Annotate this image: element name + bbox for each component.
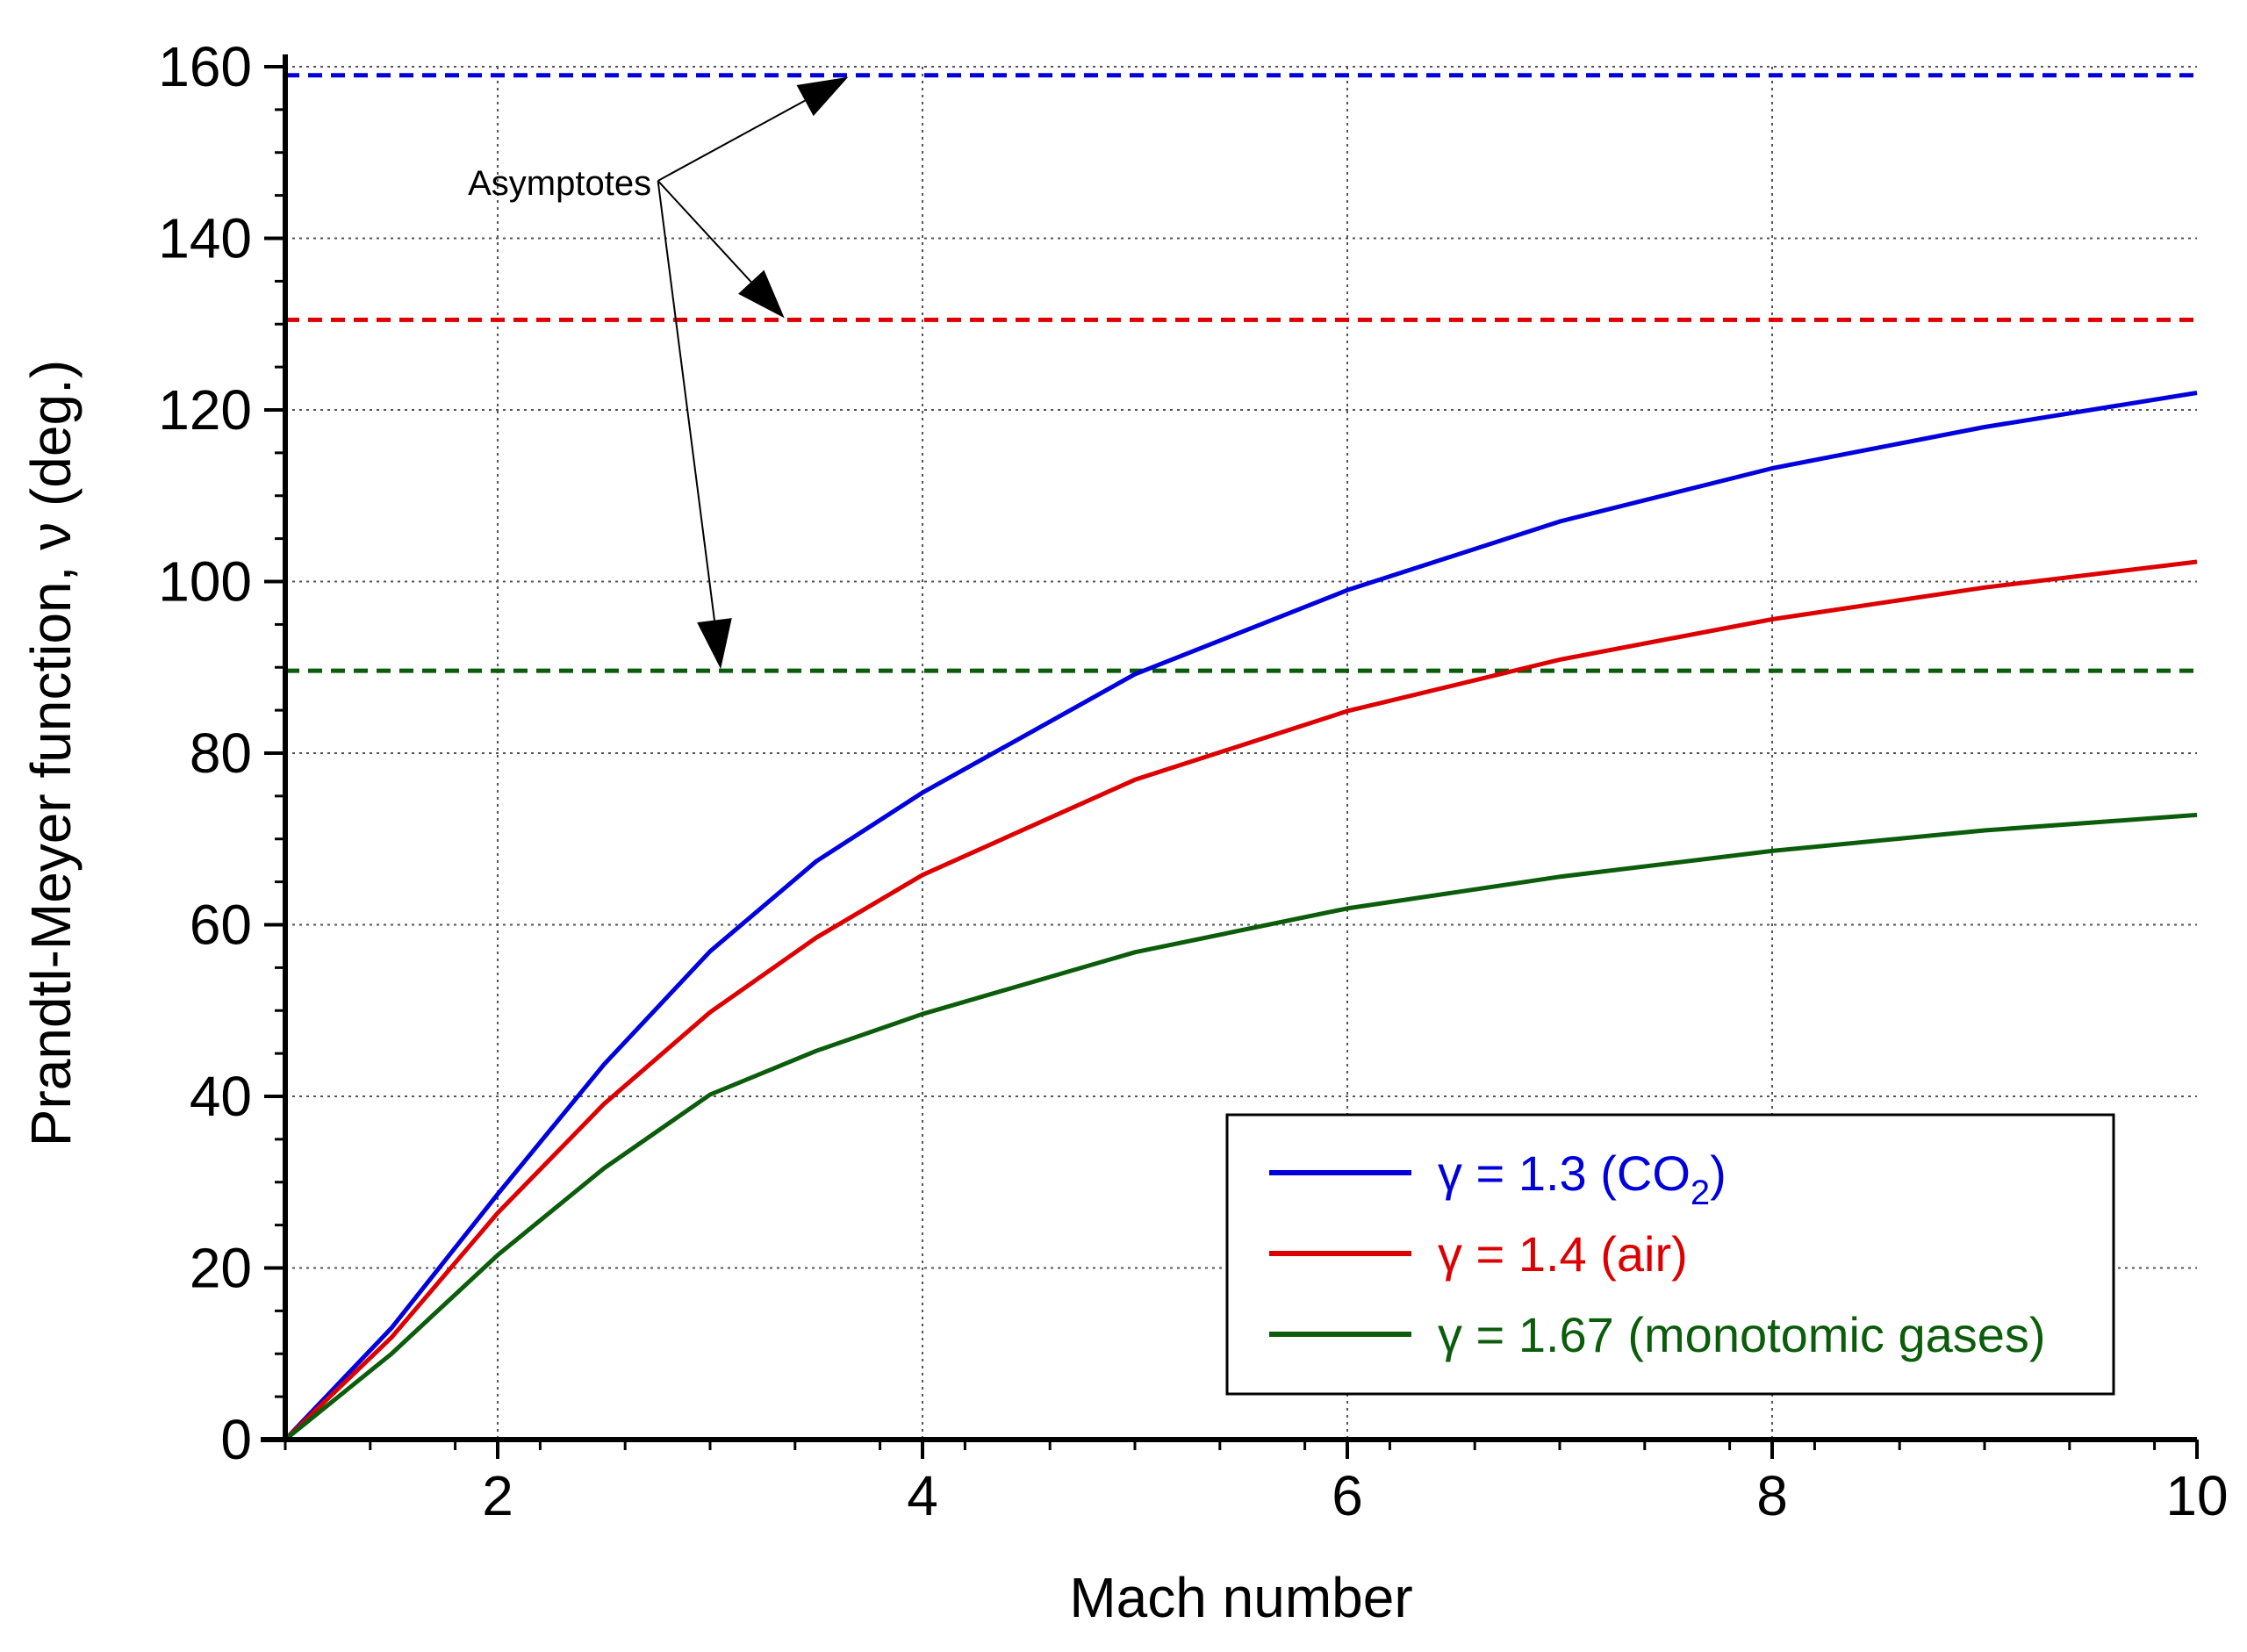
series-line-0: [285, 391, 2198, 1440]
legend-entry-suffix: ): [1710, 1146, 1727, 1201]
annotation-arrow-line-0: [657, 99, 806, 182]
legend-entry-label: γ = 1.3 (CO: [1438, 1146, 1691, 1201]
x-tick-label-0: 2: [482, 1464, 513, 1527]
legend-entry-label: γ = 1.4 (air): [1438, 1226, 1688, 1282]
annotation-asymptotes: Asymptotes: [468, 164, 651, 203]
legend-entry-label: γ = 1.67 (monotomic gases): [1438, 1307, 2046, 1362]
y-tick-label-5: 100: [158, 550, 252, 614]
annotation-arrow-line-2: [657, 180, 715, 621]
y-tick-label-0: 0: [220, 1408, 252, 1471]
y-axis-title: Prandtl-Meyer function, ν (deg.): [19, 360, 83, 1146]
axes: [261, 54, 2199, 1459]
x-axis-title: Mach number: [1069, 1566, 1412, 1629]
annotation-arrowhead-0: [796, 76, 849, 117]
legend-entry-0: γ = 1.3 (CO2): [1438, 1146, 1727, 1212]
y-tick-label-1: 20: [190, 1237, 252, 1300]
x-tick-label-1: 4: [907, 1464, 938, 1527]
y-tick-label-8: 160: [158, 35, 252, 98]
legend-entry-1: γ = 1.4 (air): [1438, 1226, 1688, 1282]
legend: γ = 1.3 (CO2) γ = 1.4 (air) γ = 1.67 (mono…: [1225, 1113, 2115, 1396]
x-tick-label-4: 10: [2165, 1464, 2228, 1527]
series-line-1: [285, 559, 2198, 1440]
legend-entry-subscript: 2: [1691, 1174, 1710, 1212]
annotation-arrowhead-2: [697, 618, 732, 670]
annotation-arrow-line-1: [657, 180, 752, 283]
y-tick-label-3: 60: [190, 894, 252, 957]
series-line-2: [285, 812, 2198, 1440]
x-tick-label-3: 8: [1756, 1464, 1788, 1527]
series-lines: [285, 391, 2198, 1440]
y-tick-label-6: 120: [158, 378, 252, 442]
y-tick-label-7: 140: [158, 207, 252, 270]
annotation-arrowhead-1: [738, 269, 785, 319]
x-tick-label-2: 6: [1332, 1464, 1363, 1527]
y-tick-label-2: 40: [190, 1065, 252, 1128]
annotations: Asymptotes: [468, 76, 849, 670]
grid: [285, 66, 2197, 1440]
legend-entry-2: γ = 1.67 (monotomic gases): [1438, 1307, 2046, 1362]
y-tick-label-4: 80: [190, 722, 252, 785]
